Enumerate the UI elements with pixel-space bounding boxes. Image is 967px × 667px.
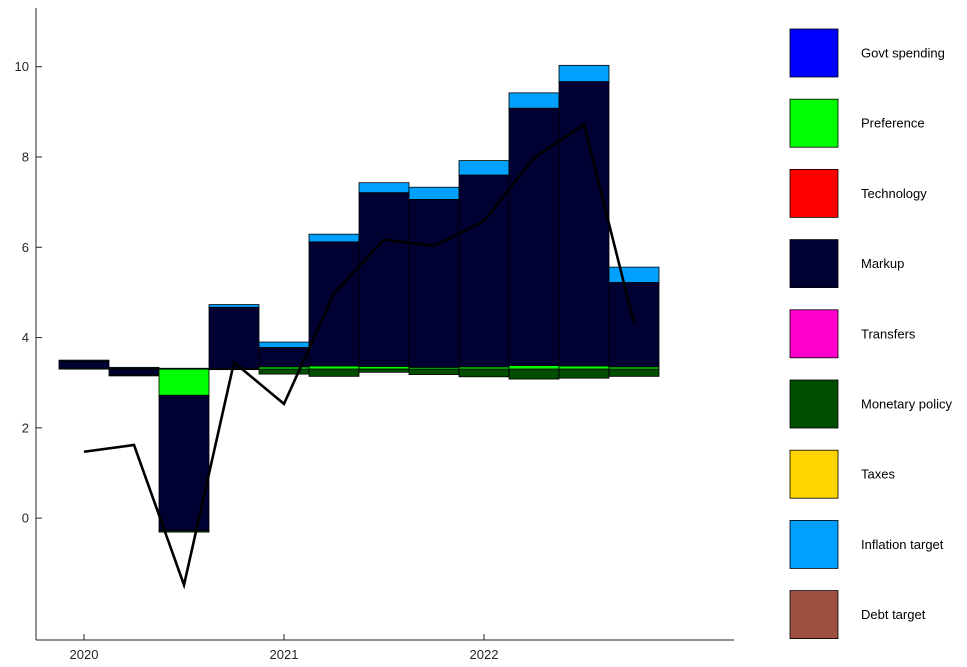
bar-segment [58,361,110,369]
legend-swatch [789,449,839,499]
bar-segment [158,367,210,370]
bar-segment [108,366,160,369]
legend-swatch [789,98,839,148]
legend-label: Preference [861,116,925,131]
bar-segment [358,182,410,194]
bar-segment [608,368,660,377]
bar-segment [508,368,560,380]
bar-segment [158,368,210,396]
legend-label: Govt spending [861,46,945,61]
bar-segment [458,174,510,368]
legend-swatch [789,309,839,359]
y-tick-label: 4 [22,330,29,345]
bar-segment [108,374,160,377]
bar-segment [108,368,160,376]
legend-swatch [789,379,839,429]
bar-segment [358,368,410,373]
bar-segment [308,365,360,370]
line-series [83,122,636,590]
y-tick-label: 6 [22,240,29,255]
bar-segment [358,366,410,370]
legend-swatch [789,239,839,289]
legend-swatch [789,520,839,569]
legend-label: Inflation target [861,537,944,552]
bar-segment [408,368,460,375]
x-tick-label: 2021 [270,647,299,662]
legend-label: Monetary policy [861,397,953,412]
bar-segment [158,530,210,533]
bar-segment [508,107,560,366]
bar-segment [558,365,610,370]
bar-segment [508,92,560,109]
x-tick-label: 2022 [470,647,499,662]
bar-segment [558,368,610,379]
legend-label: Taxes [861,467,895,482]
bar-segment [608,282,660,368]
line-layer [83,122,636,590]
bar-segment [508,365,560,370]
bar-segment [558,64,610,82]
bar-segment [208,304,260,308]
axes-layer: 0 2 4 6 8 10 2020 2021 2022 [15,8,734,662]
legend-label: Markup [861,256,904,271]
legend-swatch [789,590,839,639]
bar-segment [208,368,260,371]
bar-segment [308,368,360,377]
bar-segment [458,160,510,176]
legend-label: Debt target [861,607,926,622]
legend-label: Technology [861,186,927,201]
x-tick-label: 2020 [70,647,99,662]
bar-segment [408,186,460,200]
bar-segment [608,266,660,283]
y-tick-label: 0 [22,511,29,526]
bar-segment [308,233,360,243]
bar-segment [258,341,310,348]
legend-swatch [789,28,839,78]
bar-segment [258,368,310,375]
bar-segment [358,192,410,367]
y-tick-label: 8 [22,149,29,164]
legend-label: Transfers [861,326,916,341]
legend-swatch [789,168,839,218]
y-tick-label: 2 [22,420,29,435]
bar-segment [308,241,360,367]
bar-segment [458,368,510,378]
y-tick-label: 10 [15,59,29,74]
bar-segment [408,199,460,368]
bar-segment [58,359,110,362]
bar-segment [208,306,260,369]
legend: Govt spending Preference Technology Markup T… [789,28,953,639]
